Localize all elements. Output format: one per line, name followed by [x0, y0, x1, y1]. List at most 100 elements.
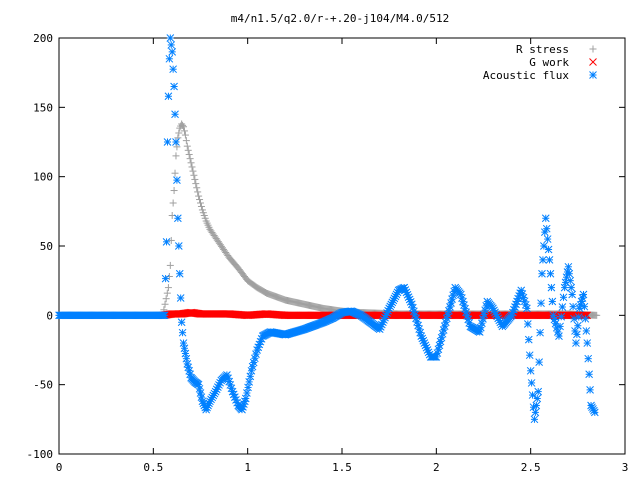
legend-label: G work: [529, 56, 569, 69]
data-point: [439, 326, 448, 334]
data-point: [186, 155, 194, 163]
data-point: [170, 82, 178, 91]
y-tick-label: -100: [27, 448, 54, 461]
data-point: [565, 269, 574, 278]
data-point: [537, 299, 545, 308]
legend-marker: [589, 71, 597, 79]
legend-label: Acoustic flux: [483, 69, 569, 82]
data-point: [163, 289, 171, 297]
data-point: [171, 110, 179, 119]
data-point: [547, 283, 556, 292]
data-point: [540, 242, 548, 250]
data-point: [580, 302, 589, 311]
data-point: [567, 283, 576, 292]
data-point: [568, 290, 577, 299]
data-point: [475, 328, 484, 336]
data-point: [581, 314, 590, 323]
data-point: [169, 65, 177, 74]
data-point: [548, 297, 557, 306]
data-point: [539, 256, 547, 264]
data-point: [481, 306, 489, 315]
data-point: [590, 408, 599, 417]
data-point: [178, 328, 187, 337]
data-point: [523, 320, 532, 328]
data-point: [593, 311, 601, 319]
data-point: [586, 386, 594, 394]
data-point: [524, 335, 533, 344]
data-point: [188, 163, 196, 171]
data-point: [167, 236, 175, 244]
data-point: [173, 143, 181, 151]
data-point: [173, 176, 181, 184]
data-point: [176, 294, 185, 302]
data-point: [174, 242, 183, 250]
y-tick-label: 150: [33, 101, 53, 114]
data-point: [546, 269, 555, 278]
series-2: [55, 34, 599, 424]
data-point: [525, 351, 534, 360]
y-tick-label: 200: [33, 32, 53, 45]
data-point: [190, 171, 198, 179]
data-point: [172, 152, 180, 160]
data-point: [185, 150, 193, 158]
data-point: [523, 304, 531, 313]
data-point: [164, 284, 172, 292]
y-tick-label: 100: [33, 171, 53, 184]
data-point: [533, 394, 542, 403]
data-point: [566, 276, 575, 285]
data-point: [555, 332, 563, 340]
data-point: [197, 199, 204, 207]
data-point: [171, 169, 179, 177]
data-point: [479, 315, 487, 323]
data-point: [478, 319, 486, 328]
data-point: [174, 214, 182, 223]
data-point: [541, 214, 550, 223]
data-point: [535, 358, 544, 366]
x-tick-label: 0: [56, 461, 63, 474]
data-point: [573, 330, 581, 339]
data-point: [197, 202, 205, 210]
data-point: [189, 167, 197, 175]
data-point: [196, 196, 204, 204]
data-point: [194, 188, 202, 196]
data-point: [175, 269, 184, 278]
data-point: [167, 41, 176, 49]
y-tick-label: 50: [40, 240, 53, 253]
data-point: [181, 131, 189, 139]
data-point: [538, 269, 546, 278]
legend-label: R stress: [516, 43, 569, 56]
x-tick-label: 3: [622, 461, 629, 474]
data-point: [544, 245, 553, 254]
data-point: [182, 137, 190, 145]
x-tick-label: 2: [433, 461, 440, 474]
data-point: [582, 327, 591, 335]
data-point: [165, 54, 174, 63]
data-point: [170, 187, 178, 195]
chart-title: m4/n1.5/q2.0/r-+.20-j104/M4.0/512: [231, 12, 450, 25]
data-point: [179, 121, 187, 129]
data-point: [161, 274, 170, 283]
data-point: [160, 311, 169, 320]
data-point: [584, 354, 593, 363]
data-point: [169, 199, 177, 207]
x-axis: 0 0.5 1 1.5 2 2.5 3: [56, 38, 629, 474]
data-point: [172, 138, 180, 146]
data-point: [569, 302, 577, 311]
data-point: [573, 321, 582, 330]
data-point: [560, 283, 569, 292]
legend-marker: [589, 45, 597, 53]
series-layer: [55, 34, 601, 424]
data-point: [191, 175, 199, 183]
data-point: [180, 127, 188, 135]
data-point: [558, 303, 567, 311]
data-point: [542, 224, 551, 233]
data-point: [534, 387, 543, 396]
data-point: [161, 300, 169, 308]
data-point: [195, 192, 203, 200]
legend-marker: [589, 58, 597, 66]
data-point: [574, 313, 583, 321]
data-point: [168, 48, 177, 56]
data-point: [564, 262, 573, 271]
data-point: [241, 394, 250, 403]
